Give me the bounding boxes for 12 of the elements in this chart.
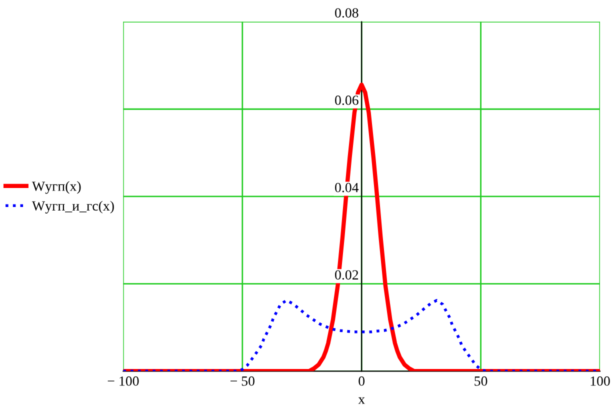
x-tick-label: − 100 <box>108 376 139 386</box>
x-tick-label: 50 <box>474 376 488 386</box>
x-tick-label: − 50 <box>230 376 254 386</box>
y-tick-label: 0.02 <box>335 270 358 280</box>
x-tick-label: 100 <box>590 376 610 386</box>
y-tick-label: 0.08 <box>335 8 358 18</box>
legend-label: Wугп_и_гс(x) <box>32 200 114 214</box>
x-axis-title: x <box>358 397 365 404</box>
y-tick-label: 0.04 <box>335 182 359 192</box>
x-tick-label: 0 <box>358 376 365 386</box>
y-tick-label: 0.06 <box>335 96 358 105</box>
legend-label: Wугп(x) <box>32 181 81 194</box>
